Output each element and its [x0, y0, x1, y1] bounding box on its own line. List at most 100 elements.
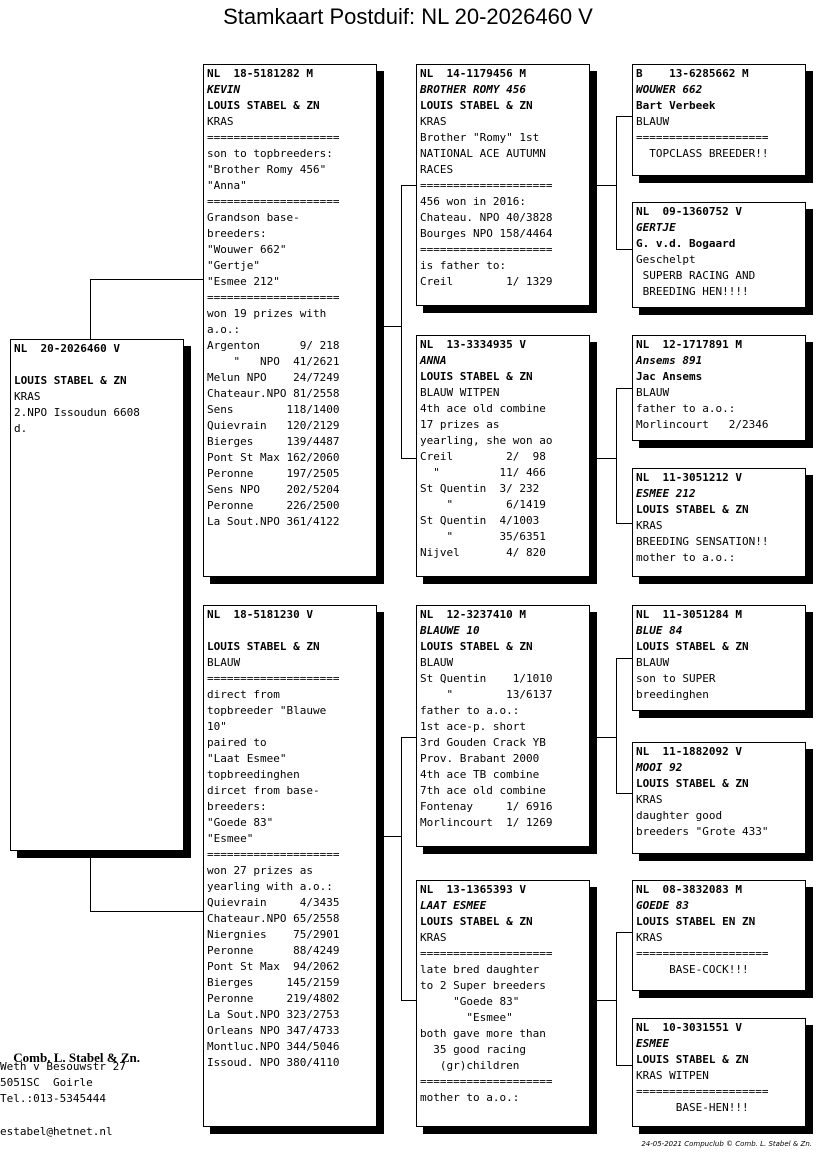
info-line: father to a.o.:	[420, 704, 520, 717]
info-line: direct from	[207, 688, 280, 701]
pigeon-name: Ansems 891	[636, 354, 703, 367]
info-line: Pont St Max 162/2060	[207, 451, 340, 464]
owner-name: LOUIS STABEL & ZN	[420, 915, 533, 928]
owner-name: LOUIS STABEL & ZN	[636, 640, 749, 653]
pigeon-card-root: NL 20-2026460 V LOUIS STABEL & ZN KRAS 2.NP…	[10, 339, 184, 851]
info-line: ====================	[636, 131, 769, 144]
owner-name: LOUIS STABEL & ZN	[420, 640, 533, 653]
pigeon-name: ESMEE	[636, 1037, 670, 1050]
pigeon-name: BLUE 84	[636, 624, 683, 637]
owner-name: LOUIS STABEL & ZN	[420, 370, 533, 383]
info-line: Creil 1/ 1329	[420, 275, 553, 288]
info-line: ====================	[420, 243, 553, 256]
connector-mother-mf	[401, 737, 417, 738]
info-line: Sens 118/1400	[207, 403, 340, 416]
info-line: " 13/6137	[420, 688, 553, 701]
info-line: BLAUW	[420, 656, 454, 669]
connector-mother-mm	[401, 1000, 417, 1001]
connector-mm-m	[616, 1065, 632, 1066]
owner-name: Jac Ansems	[636, 370, 703, 383]
info-line: St Quentin 1/1010	[420, 672, 553, 685]
info-line: " 35/6351	[420, 530, 546, 543]
info-line: topbreeder "Blauwe	[207, 704, 327, 717]
info-line: Niergnies 75/2901	[207, 928, 340, 941]
info-line: 4th ace old combine	[420, 402, 546, 415]
connector-mm-v	[616, 932, 617, 1066]
connector-ff-m	[616, 249, 632, 250]
info-line: St Quentin 3/ 232	[420, 482, 540, 495]
info-line: " 11/ 466	[420, 466, 546, 479]
owner-name: G. v.d. Bogaard	[636, 237, 736, 250]
info-line: won 19 prizes with	[207, 307, 327, 320]
info-line: Pont St Max 94/2062	[207, 960, 340, 973]
pigeon-card-mother-mother: NL 13-1365393 V LAAT ESMEE LOUIS STABEL & …	[416, 880, 590, 1127]
pigeon-name: GERTJE	[636, 221, 676, 234]
info-line: breeders "Grote 433"	[636, 825, 769, 838]
connector-ff	[597, 185, 616, 186]
connector-mf-v	[616, 658, 617, 794]
pigeon-card-father-mother: NL 13-3334935 V ANNA LOUIS STABEL & ZN BLAU…	[416, 335, 590, 577]
info-line: 2.NPO Issoudun 6608	[14, 406, 140, 419]
info-line: BASE-HEN!!!	[636, 1101, 749, 1114]
info-line: BREEDING HEN!!!!	[636, 285, 749, 298]
info-line: BREEDING SENSATION!!	[636, 535, 769, 548]
pigeon-card-fmm: NL 11-3051212 V ESMEE 212 LOUIS STABEL & Z…	[632, 468, 806, 577]
connector-root-father-v	[90, 279, 91, 341]
ring-number: NL 11-3051212 V	[636, 471, 742, 484]
info-line: both gave more than	[420, 1027, 546, 1040]
pigeon-name: WOUWER 662	[636, 83, 703, 96]
info-line: Morlincourt 2/2346	[636, 418, 769, 431]
info-line: La Sout.NPO 361/4122	[207, 515, 340, 528]
pigeon-card-mother-father: NL 12-3237410 M BLAUWE 10 LOUIS STABEL & Z…	[416, 605, 590, 847]
info-line: "Laat Esmee"	[207, 752, 287, 765]
info-line: paired to	[207, 736, 267, 749]
pigeon-card-fff: B 13-6285662 M WOUWER 662 Bart Verbeek BLAU…	[632, 64, 806, 176]
info-line: "Esmee"	[420, 1011, 513, 1024]
info-line: ====================	[207, 848, 340, 861]
ring-number: NL 13-3334935 V	[420, 338, 526, 351]
ring-number: NL 09-1360752 V	[636, 205, 742, 218]
info-line: ====================	[207, 131, 340, 144]
pigeon-name: GOEDE 83	[636, 899, 689, 912]
info-line: "Goede 83"	[207, 816, 274, 829]
info-line: breeders:	[207, 227, 267, 240]
info-line: KRAS WITPEN	[636, 1069, 709, 1082]
connector-fm-v	[616, 388, 617, 524]
connector-mother	[384, 836, 401, 837]
info-line: is father to:	[420, 259, 507, 272]
info-line: won 27 prizes as	[207, 864, 313, 877]
ring-number: NL 11-1882092 V	[636, 745, 742, 758]
firm-name: Comb. L. Stabel & Zn.	[13, 1050, 141, 1065]
info-line: 35 good racing	[420, 1043, 526, 1056]
info-line: son to SUPER	[636, 672, 716, 685]
connector-fm	[597, 458, 616, 459]
connector-root-mother-h	[90, 911, 204, 912]
owner-name: LOUIS STABEL EN ZN	[636, 915, 756, 928]
info-line: St Quentin 4/1003	[420, 514, 540, 527]
info-line: KRAS	[420, 115, 447, 128]
info-line: Chateaur.NPO 81/2558	[207, 387, 340, 400]
ring-number: NL 12-3237410 M	[420, 608, 526, 621]
info-line: KRAS	[636, 519, 663, 532]
pigeon-name: ESMEE 212	[636, 487, 696, 500]
pigeon-card-mother: NL 18-5181230 V LOUIS STABEL & ZN BLAUW ===…	[203, 605, 377, 1127]
owner-name: LOUIS STABEL & ZN	[207, 640, 320, 653]
info-line: (gr)children	[420, 1059, 520, 1072]
info-line: breeders:	[207, 800, 267, 813]
info-line: d.	[14, 422, 28, 435]
pigeon-name: MOOI 92	[636, 761, 683, 774]
info-line: topbreedinghen	[207, 768, 300, 781]
info-line: 10"	[207, 720, 227, 733]
owner-name: LOUIS STABEL & ZN	[207, 99, 320, 112]
connector-ff-f	[616, 116, 632, 117]
owner-name: Bart Verbeek	[636, 99, 716, 112]
owner-name: LOUIS STABEL & ZN	[636, 503, 749, 516]
tel-line: Tel.:013-5345444	[0, 1092, 106, 1105]
info-line: Montluc.NPO 344/5046	[207, 1040, 340, 1053]
pigeon-card-ffm: NL 09-1360752 V GERTJE G. v.d. Bogaard Gesc…	[632, 202, 806, 308]
connector-mm	[597, 1000, 616, 1001]
connector-father-fm	[401, 458, 417, 459]
street-line: Weth v Besouwstr 27	[0, 1060, 126, 1073]
info-line: Peronne 88/4249	[207, 944, 340, 957]
connector-ff-v	[616, 116, 617, 250]
